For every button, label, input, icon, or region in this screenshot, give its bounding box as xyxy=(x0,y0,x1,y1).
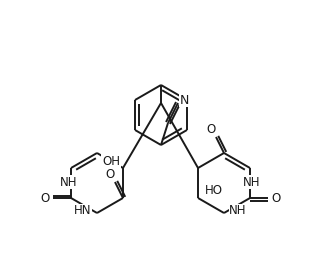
Text: HO: HO xyxy=(205,183,223,197)
Text: O: O xyxy=(206,123,216,136)
Text: N: N xyxy=(179,94,189,106)
Text: O: O xyxy=(40,192,50,204)
Text: NH: NH xyxy=(229,204,247,218)
Text: O: O xyxy=(271,192,281,204)
Text: NH: NH xyxy=(243,176,261,188)
Text: O: O xyxy=(105,167,115,181)
Text: OH: OH xyxy=(102,155,120,167)
Text: NH: NH xyxy=(60,176,78,188)
Text: HN: HN xyxy=(74,204,92,218)
